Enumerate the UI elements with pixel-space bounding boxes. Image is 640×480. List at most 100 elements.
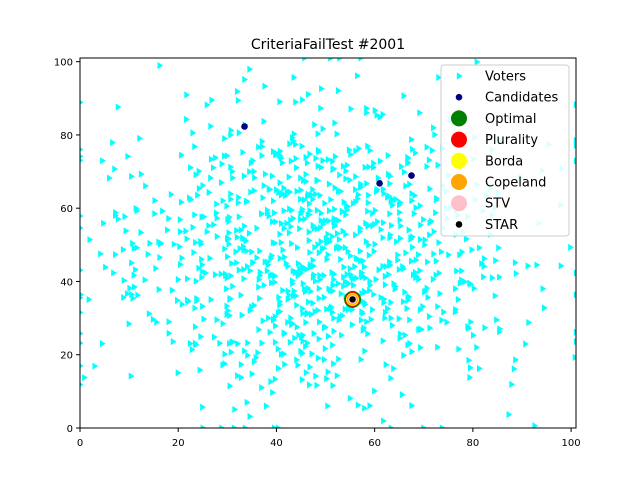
voter-point bbox=[326, 332, 332, 340]
legend-label-stv: STV bbox=[485, 197, 510, 212]
voter-point bbox=[416, 275, 422, 283]
voter-point bbox=[305, 193, 311, 201]
voter-point bbox=[275, 424, 282, 428]
voter-point bbox=[230, 282, 236, 290]
voter-point bbox=[338, 187, 345, 195]
voter-point bbox=[227, 213, 233, 221]
voter-point bbox=[247, 412, 254, 421]
voter-point bbox=[228, 195, 235, 203]
voter-point bbox=[311, 262, 317, 270]
voter-point bbox=[467, 364, 474, 372]
voter-point bbox=[98, 250, 104, 258]
voter-point bbox=[271, 197, 277, 205]
voter-point bbox=[417, 235, 424, 244]
voter-point bbox=[125, 152, 132, 160]
voter-point bbox=[331, 275, 338, 284]
voter-point bbox=[137, 134, 144, 142]
voter-point bbox=[509, 380, 516, 389]
voter-point bbox=[457, 279, 464, 287]
voter-point bbox=[80, 100, 84, 105]
voter-point bbox=[131, 244, 138, 252]
voter-point bbox=[100, 157, 106, 165]
voter-point bbox=[357, 247, 364, 255]
voter-point bbox=[383, 361, 390, 369]
voter-point bbox=[130, 294, 137, 302]
voter-point bbox=[152, 196, 159, 205]
voter-point bbox=[411, 210, 418, 218]
voter-point bbox=[388, 198, 395, 206]
voter-point bbox=[380, 185, 387, 193]
voter-point bbox=[401, 265, 407, 273]
voter-point bbox=[355, 401, 362, 409]
voter-point bbox=[80, 340, 84, 346]
voter-point bbox=[277, 147, 284, 155]
voter-point bbox=[398, 198, 404, 207]
voter-point bbox=[80, 147, 84, 152]
voter-point bbox=[190, 223, 197, 231]
voter-point bbox=[277, 152, 284, 160]
legend-marker-candidates bbox=[455, 93, 463, 101]
voter-point bbox=[267, 328, 274, 336]
voter-point bbox=[281, 350, 288, 358]
voter-point bbox=[343, 211, 350, 219]
voter-point bbox=[344, 202, 350, 210]
voter-point bbox=[470, 331, 477, 339]
voter-point bbox=[332, 119, 339, 127]
voter-point bbox=[272, 278, 279, 286]
voter-point bbox=[257, 247, 264, 255]
voter-point bbox=[234, 226, 240, 235]
voter-point bbox=[245, 351, 252, 359]
voter-point bbox=[133, 204, 140, 213]
voter-point bbox=[304, 265, 311, 273]
voter-point bbox=[463, 235, 470, 243]
voter-point bbox=[319, 245, 326, 253]
voter-point bbox=[178, 260, 184, 269]
voter-point bbox=[266, 212, 273, 220]
voter-point bbox=[298, 269, 305, 277]
voter-point bbox=[330, 166, 337, 174]
voter-point bbox=[187, 194, 193, 202]
legend-label-candidates: Candidates bbox=[485, 91, 558, 106]
voter-point bbox=[188, 164, 194, 172]
voter-point bbox=[489, 274, 496, 282]
voter-point bbox=[208, 174, 214, 182]
voter-point bbox=[111, 269, 117, 277]
voter-point bbox=[249, 248, 256, 256]
voter-point bbox=[424, 162, 431, 171]
voter-point bbox=[346, 280, 352, 288]
voter-point bbox=[150, 315, 157, 323]
voter-point bbox=[525, 262, 532, 270]
voter-point bbox=[134, 244, 141, 252]
voter-point bbox=[378, 226, 385, 234]
voter-point bbox=[335, 87, 342, 95]
axis-ticks: 0 20 40 60 80 100 0 20 40 60 80 100 bbox=[54, 58, 581, 449]
voter-point bbox=[322, 345, 329, 353]
legend-marker-star bbox=[455, 221, 463, 228]
voter-point bbox=[225, 306, 232, 315]
voter-point bbox=[469, 246, 476, 254]
voter-point bbox=[223, 270, 229, 278]
voter-point bbox=[294, 164, 300, 172]
voter-point bbox=[386, 192, 393, 200]
voter-point bbox=[193, 171, 200, 179]
voter-point bbox=[200, 181, 207, 190]
voter-point bbox=[291, 130, 298, 138]
voter-point bbox=[324, 375, 330, 383]
voter-point bbox=[192, 211, 199, 219]
voter-point bbox=[107, 174, 113, 182]
voter-point bbox=[234, 87, 241, 96]
voter-point bbox=[146, 310, 153, 318]
voter-point bbox=[403, 249, 410, 257]
voter-point bbox=[259, 339, 266, 347]
voter-point bbox=[348, 105, 355, 113]
voter-point bbox=[291, 73, 298, 82]
voter-point bbox=[330, 381, 337, 390]
voter-point bbox=[103, 263, 109, 271]
voter-point bbox=[194, 297, 201, 305]
voter-point bbox=[433, 196, 440, 204]
voter-point bbox=[388, 314, 395, 322]
voter-point bbox=[301, 196, 308, 204]
voter-point bbox=[214, 214, 221, 222]
voter-point bbox=[441, 308, 448, 316]
voter-point bbox=[343, 230, 350, 238]
